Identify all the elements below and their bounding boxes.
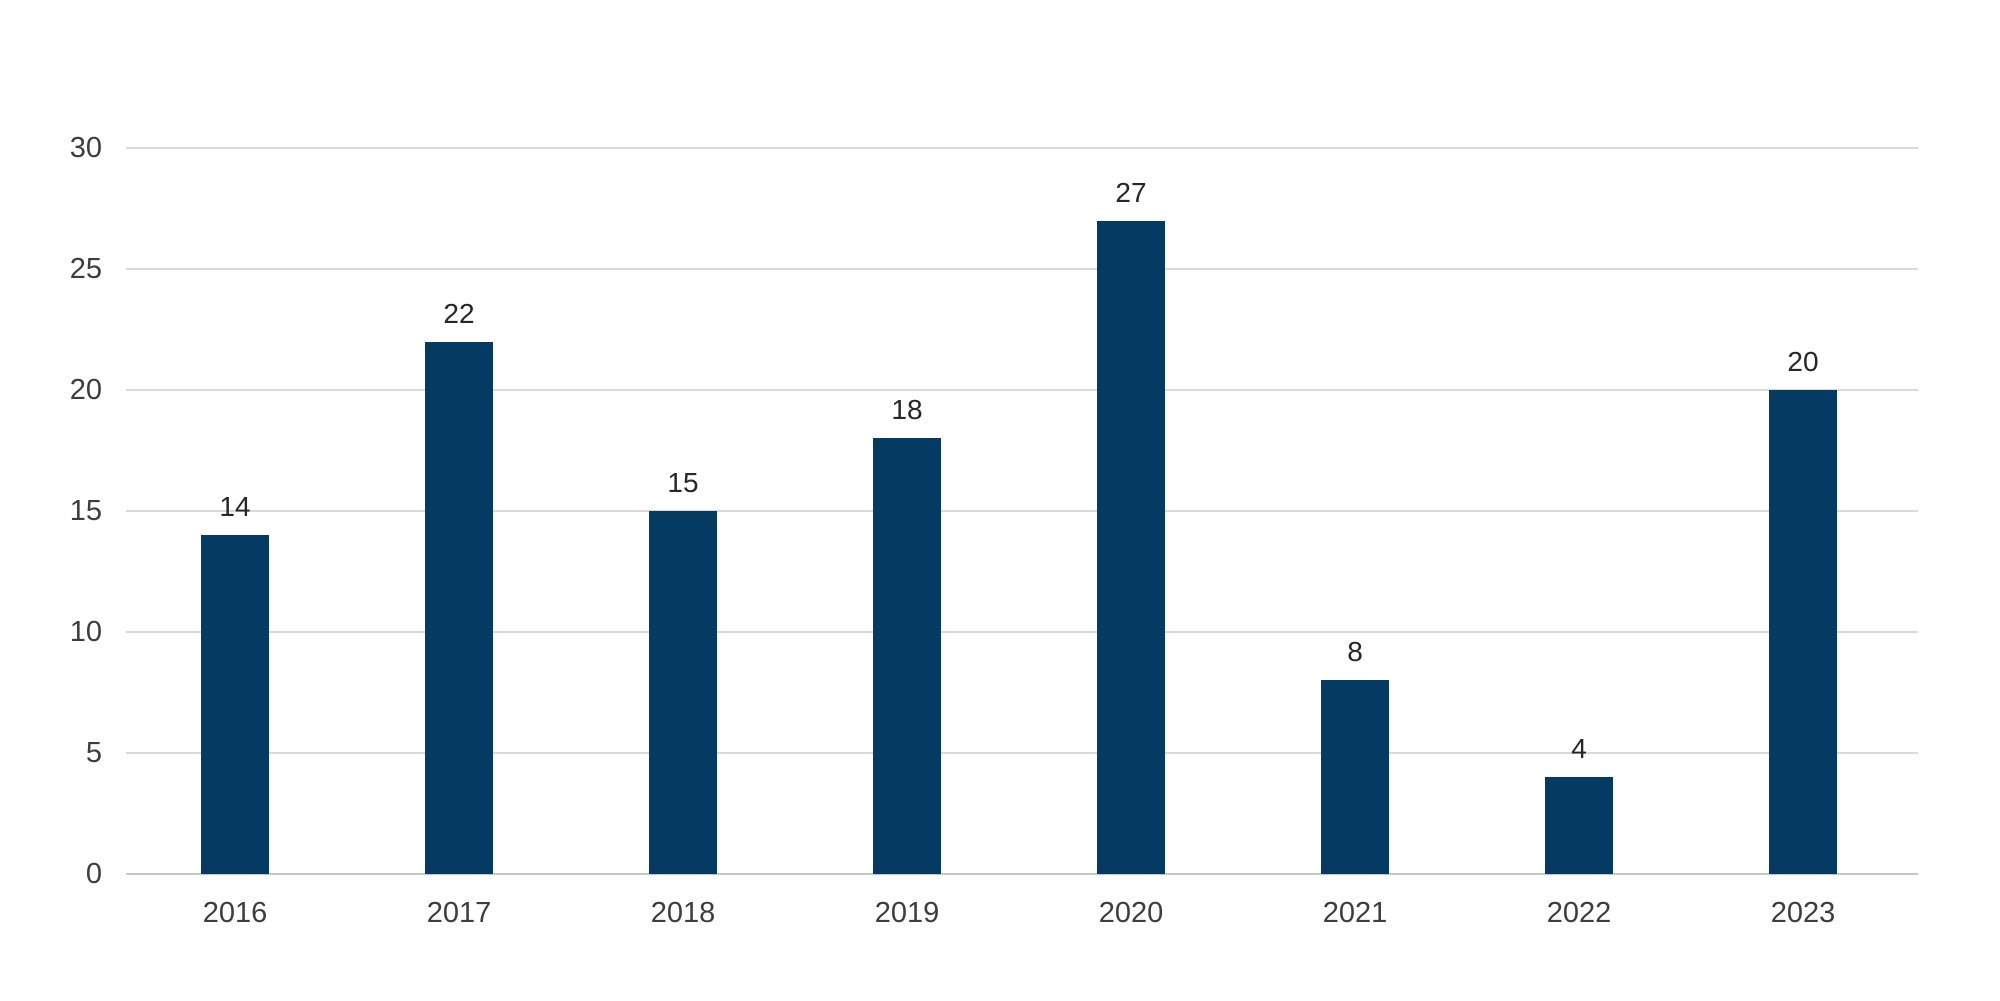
bar-2016 xyxy=(201,535,269,874)
gridline xyxy=(126,631,1918,633)
gridline xyxy=(126,510,1918,512)
x-axis-tick-label: 2018 xyxy=(650,897,716,929)
y-axis-tick-label: 0 xyxy=(85,858,102,890)
bar-2019 xyxy=(873,438,941,874)
bar-value-label: 20 xyxy=(1787,346,1819,377)
x-axis-tick-label: 2020 xyxy=(1098,897,1164,929)
y-axis-tick-label: 30 xyxy=(69,132,102,164)
y-axis-tick-label: 5 xyxy=(85,737,102,769)
bar-value-label: 4 xyxy=(1571,733,1587,765)
gridline xyxy=(126,389,1918,391)
bar-value-label: 22 xyxy=(443,297,475,329)
y-axis-tick-label: 20 xyxy=(69,374,102,406)
y-axis-tick-label: 15 xyxy=(69,495,102,527)
x-axis-tick-label: 2022 xyxy=(1546,897,1612,929)
y-axis-tick-label: 25 xyxy=(69,253,102,285)
bar-2020 xyxy=(1097,220,1165,874)
bar-value-label: 18 xyxy=(891,394,923,426)
x-axis-tick-label: 2017 xyxy=(426,897,492,929)
x-axis-tick-label: 2016 xyxy=(202,897,268,929)
gridline xyxy=(126,268,1918,270)
x-axis-tick-label: 2019 xyxy=(874,897,940,929)
bar-value-label: 8 xyxy=(1347,636,1363,668)
bar-2018 xyxy=(649,511,717,874)
y-axis-tick-label: 10 xyxy=(69,616,102,648)
gridline xyxy=(126,147,1918,149)
x-axis-line xyxy=(126,873,1918,875)
bar-value-label: 14 xyxy=(219,491,251,523)
bar-value-label: 15 xyxy=(667,467,699,498)
bar-2023 xyxy=(1769,390,1837,874)
bar-2022 xyxy=(1545,777,1613,874)
x-axis-tick-label: 2023 xyxy=(1770,897,1836,929)
gridline xyxy=(126,752,1918,754)
x-axis-tick-label: 2021 xyxy=(1322,897,1388,929)
bar-2017 xyxy=(425,341,493,874)
bar-value-label: 27 xyxy=(1115,176,1147,208)
bar-2021 xyxy=(1321,680,1389,874)
